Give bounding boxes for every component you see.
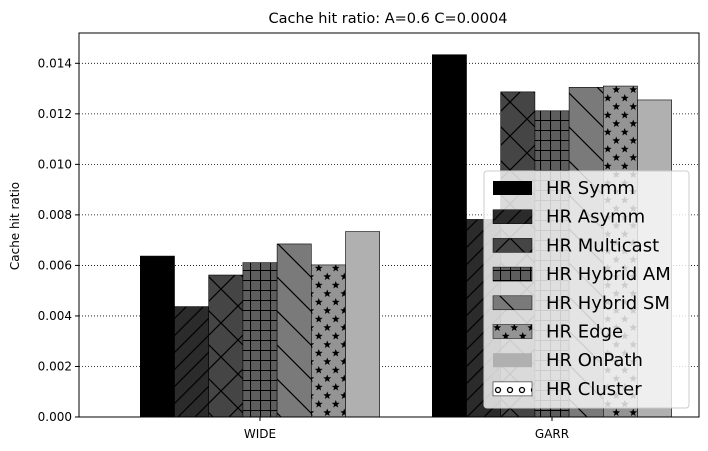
- legend-swatch: [492, 238, 533, 253]
- legend-swatch: [492, 324, 533, 339]
- legend-label: HR Cluster: [546, 379, 642, 400]
- x-tick-label: WIDE: [244, 427, 276, 441]
- legend-swatch: [492, 209, 533, 224]
- bar-hr-hybrid-am-wide: [242, 262, 278, 418]
- legend: HR Symm HR Asymm HR Multicast HR Hybrid AM H…: [483, 170, 690, 409]
- y-tick-label: 0.002: [38, 359, 72, 373]
- y-tick-label: 0.004: [38, 309, 72, 323]
- bar-hr-asymm-wide: [174, 306, 210, 418]
- y-tick-label: 0.000: [38, 410, 72, 424]
- legend-swatch: [492, 266, 533, 282]
- y-tick-label: 0.014: [38, 56, 72, 70]
- legend-label: HR Asymm: [546, 207, 645, 228]
- y-tick-label: 0.010: [38, 157, 72, 171]
- axis-ticks: 0.000 0.002 0.004 0.006 0.008 0.010 0.012 0.014…: [38, 56, 569, 441]
- legend-label: HR OnPath: [546, 350, 643, 371]
- legend-label: HR Symm: [546, 178, 635, 199]
- y-tick-label: 0.008: [38, 208, 72, 222]
- bar-hr-multicast-wide: [208, 274, 244, 418]
- legend-box: [483, 170, 690, 409]
- legend-label: HR Hybrid AM: [546, 264, 671, 285]
- bar-hr-edge-wide: [310, 264, 346, 418]
- y-tick-label: 0.012: [38, 107, 72, 121]
- y-tick-label: 0.006: [38, 258, 72, 272]
- legend-swatch: [493, 353, 532, 368]
- x-tick-label: GARR: [535, 427, 569, 441]
- legend-label: HR Multicast: [546, 235, 659, 256]
- legend-swatch: [493, 181, 532, 195]
- legend-swatch: [492, 381, 533, 397]
- y-axis-label: Cache hit ratio: [8, 182, 22, 270]
- legend-label: HR Edge: [546, 322, 623, 343]
- plot-frame: [78, 32, 700, 418]
- bar-hr-onpath-wide: [345, 231, 381, 418]
- legend-swatch: [492, 295, 533, 311]
- bar-hr-symm-garr: [431, 54, 467, 418]
- bar-hr-symm-wide: [140, 255, 175, 418]
- legend-label: HR Hybrid SM: [546, 293, 670, 314]
- bar-hr-hybrid-sm-wide: [276, 243, 312, 418]
- chart-title: Cache hit ratio: A=0.6 C=0.0004: [269, 11, 508, 27]
